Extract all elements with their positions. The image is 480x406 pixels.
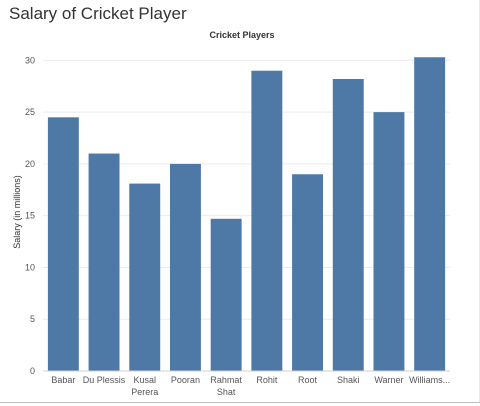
y-axis-ticks: 0 5 10 15 20 25 30	[25, 55, 35, 376]
bar-warner[interactable]	[373, 112, 405, 372]
bar-rahmat-shat[interactable]	[210, 218, 242, 371]
y-tick-label: 0	[30, 366, 35, 376]
y-tick-label: 5	[30, 314, 35, 324]
bar-williams[interactable]	[414, 57, 446, 372]
x-tick-label: Pooran	[171, 375, 200, 385]
x-tick-label: Rohit	[256, 375, 278, 385]
x-axis-ticks: Babar Du Plessis Kusal Perera Pooran Rahmat Sh…	[51, 375, 450, 397]
y-tick-label: 10	[25, 262, 35, 272]
bar-root[interactable]	[292, 174, 324, 371]
bar-babar[interactable]	[47, 117, 79, 371]
x-tick-label: Warner	[374, 375, 403, 385]
bar-kusal-perera[interactable]	[129, 183, 161, 371]
y-tick-label: 30	[25, 55, 35, 65]
bar-shaki[interactable]	[332, 78, 364, 372]
y-tick-label: 15	[25, 211, 35, 221]
y-tick-label: 20	[25, 159, 35, 169]
x-tick-label: Kusal Perera	[131, 375, 158, 397]
x-tick-label: Du Plessis	[83, 375, 126, 385]
x-tick-label: Babar	[51, 375, 75, 385]
y-tick-label: 25	[25, 107, 35, 117]
x-tick-label: Williams...	[409, 375, 450, 385]
x-tick-label: Root	[298, 375, 318, 385]
bars	[47, 57, 446, 372]
y-axis-label: Salary (in millions)	[12, 175, 22, 249]
page-title: Salary of Cricket Player	[9, 4, 187, 23]
bar-du-plessis[interactable]	[88, 153, 120, 371]
chart-title: Cricket Players	[209, 30, 274, 40]
bottom-divider	[0, 402, 480, 403]
x-tick-label: Shaki	[337, 375, 360, 385]
x-tick-label: Rahmat Shat	[210, 375, 242, 397]
bar-rohit[interactable]	[251, 70, 283, 371]
bar-pooran[interactable]	[169, 163, 201, 371]
